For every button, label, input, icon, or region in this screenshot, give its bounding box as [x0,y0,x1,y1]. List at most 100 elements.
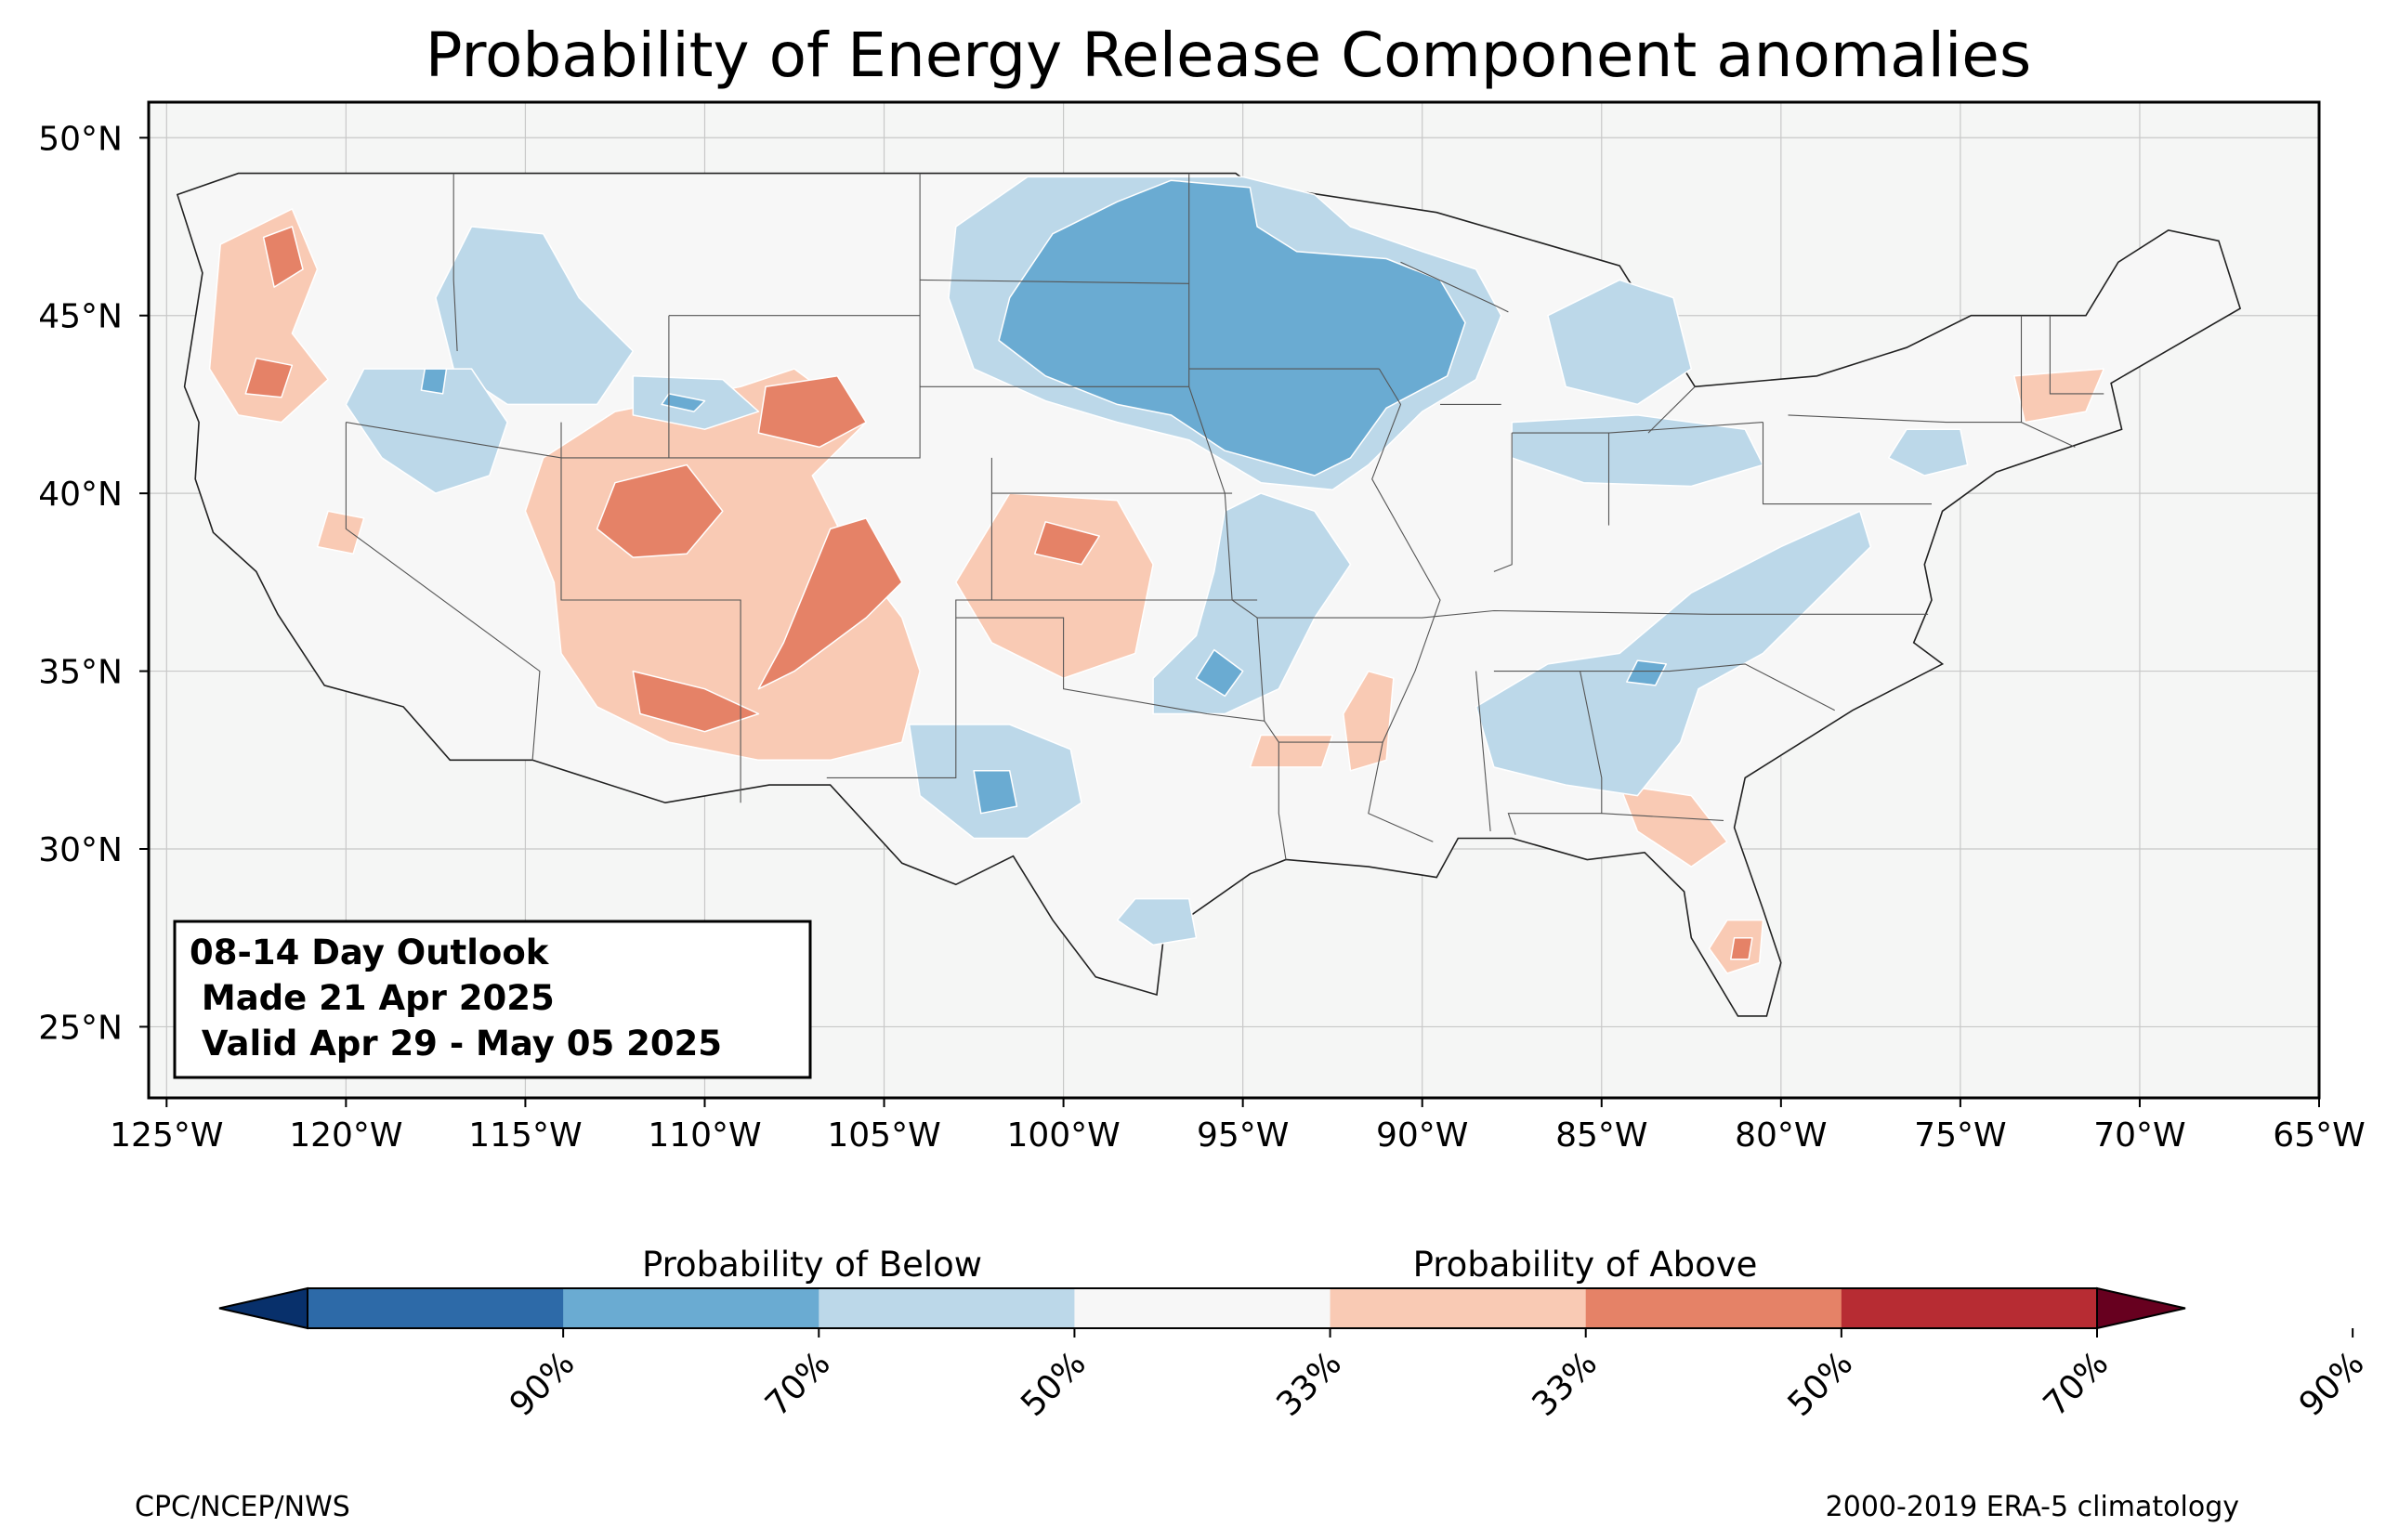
state-boundary [1762,422,1932,505]
colorbar-segment [563,1288,819,1328]
map-title: Probability of Energy Release Component … [426,20,2032,91]
lon-tick-label: 115°W [468,1116,582,1155]
state-boundary [1475,671,1491,831]
colorbar-segment [819,1288,1075,1328]
colorbar-extend-high [2096,1286,2186,1330]
colorbar-tick-label: 50% [1014,1344,1094,1424]
idaho-below-region [435,226,635,406]
mid-mississippi-below-region [1152,492,1352,715]
map-frame [147,100,2321,1100]
colorbar-tick-label: 90% [2292,1344,2372,1424]
kansas-above-spot-region [1033,521,1100,566]
colorbar-tick-labels: 90% 70% 50% 33% 33% 50% 70% 90% [503,1328,2372,1424]
info-made-date: Made 21 Apr 2025 [190,978,555,1018]
wyoming-below-spot-region [661,393,706,412]
louisiana-above-region [1343,670,1395,772]
state-boundary [668,173,921,459]
state-boundary [1601,813,1724,821]
lon-tick-label: 70°W [2093,1116,2185,1155]
colorbar-below-label: Probability of Below [642,1245,982,1285]
new-york-below-region [1887,428,1969,476]
state-boundary [1647,385,1696,434]
map-panel: 125°W 120°W 115°W 110°W 105°W 100°W 95°W 90°W 85… [38,100,2366,1155]
state-boundary [1257,609,1929,619]
lon-tick-label: 125°W [110,1116,223,1155]
credit-left: CPC/NCEP/NWS [135,1491,350,1523]
california-above-region [316,510,365,555]
latitude-tick-labels: 50°N 45°N 40°N 35°N 30°N 25°N [38,120,149,1047]
colorbar-segments [218,1286,2186,1330]
state-boundary [1368,368,1441,842]
michigan-below-region [1547,279,1693,406]
east-texas-above-region [1249,734,1333,768]
map-content [149,102,2319,1098]
state-boundary [560,422,741,803]
lon-tick-label: 75°W [1914,1116,2006,1155]
colorbar-tick-label: 33% [1526,1344,1606,1424]
state-boundary [826,457,992,778]
lat-tick-label: 30°N [38,831,123,869]
lat-tick-label: 45°N [38,298,123,336]
oregon-above-spot-region [244,357,294,398]
arizona-above-region [632,670,760,733]
lon-tick-label: 95°W [1197,1116,1289,1155]
colorbar-frame [307,1287,2098,1329]
outlook-info-box: 08-14 Day Outlook Made 21 Apr 2025 Valid… [173,920,812,1079]
lat-tick-label: 25°N [38,1009,123,1047]
upper-midwest-below-region [998,179,1466,476]
lon-tick-label: 110°W [648,1116,761,1155]
info-period: 08-14 Day Outlook [190,933,550,972]
state-boundary [2020,315,2076,448]
lon-tick-label: 80°W [1735,1116,1827,1155]
lon-tick-label: 120°W [289,1116,402,1155]
state-boundary [1788,414,2022,424]
colorbar-segment [1330,1288,1587,1328]
florida-above-spot-region [1730,936,1753,960]
state-boundary [955,617,1265,722]
state-boundary [1493,433,1513,572]
colorbar-segment [1074,1288,1331,1328]
new-mexico-above-region [757,517,903,690]
wyoming-above-region [757,375,867,449]
colorbar-tick-label: 90% [503,1344,583,1424]
lat-tick-label: 50°N [38,120,123,158]
washington-above-spot-region [262,226,304,288]
georgia-above-region [1619,784,1728,868]
state-boundary [920,279,1189,284]
state-boundary [1400,261,1509,313]
state-boundary [1493,663,1835,711]
colorbar-segment [1841,1288,2098,1328]
colorbar: Probability of Below Probability of Abov… [218,1245,2372,1424]
state-boundary [2049,315,2104,395]
colorbar-segment [308,1288,564,1328]
lat-tick-label: 35°N [38,654,123,692]
colorbar-tick-label: 33% [1269,1344,1349,1424]
credit-right: 2000-2019 ERA-5 climatology [1826,1491,2239,1523]
oklahoma-below-spot-region [1195,648,1244,698]
info-valid-dates: Valid Apr 29 - May 05 2025 [190,1024,722,1064]
colorbar-tick-label: 70% [758,1344,838,1424]
lon-tick-label: 105°W [827,1116,940,1155]
state-boundary [346,315,670,459]
lat-tick-label: 40°N [38,476,123,514]
colorbar-tick-label: 50% [1781,1344,1861,1424]
colorbar-tick-label: 70% [2037,1344,2117,1424]
colorbar-extend-low [218,1286,308,1330]
lon-tick-label: 90°W [1376,1116,1468,1155]
lon-tick-label: 85°W [1555,1116,1647,1155]
info-box-frame [173,920,812,1079]
colorbar-above-label: Probability of Above [1413,1245,1758,1285]
state-boundary [345,422,541,761]
kansas-above-region [955,492,1154,679]
state-boundary [452,173,458,352]
lon-tick-label: 65°W [2273,1116,2365,1155]
probability-regions [208,176,2105,974]
southeast-below-region [1475,510,1872,797]
great-basin-below-region [345,368,508,494]
utah-above-region [596,463,724,558]
tennessee-below-spot-region [1626,659,1668,686]
lon-tick-label: 100°W [1006,1116,1120,1155]
state-boundaries [345,173,2104,860]
west-texas-below-spot-region [973,770,1018,815]
